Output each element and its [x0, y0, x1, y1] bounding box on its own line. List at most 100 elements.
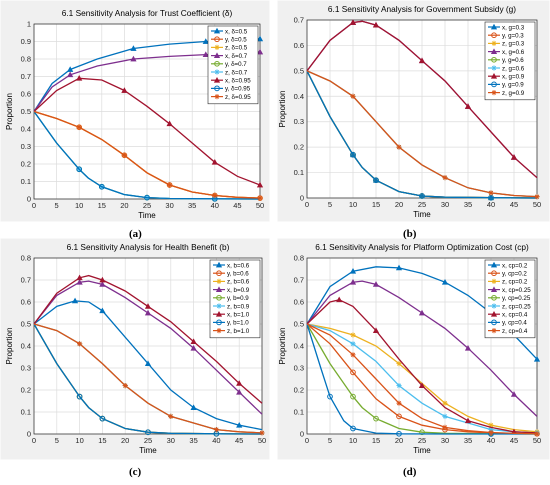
y-tick-label: 0.1: [21, 408, 31, 417]
x-tick-label: 35: [188, 201, 196, 210]
y-tick-label: 0.6: [21, 90, 31, 99]
legend-swatch-marker-stroke: [491, 303, 497, 309]
series-marker-8-stroke: [534, 431, 540, 437]
y-tick-label: 0.6: [294, 41, 304, 50]
x-tick-label: 10: [349, 200, 357, 209]
legend-entry-label: z, cp=0.25: [502, 303, 531, 310]
series-marker-1: [396, 413, 402, 420]
series-marker-6: [76, 75, 83, 81]
x-tick-label: 40: [487, 436, 495, 445]
series-marker-8-stroke: [76, 124, 82, 130]
x-tick-label: 10: [75, 201, 83, 210]
legend-swatch-marker: [213, 52, 221, 58]
series-marker-3: [464, 344, 472, 351]
series-marker-6: [190, 338, 197, 344]
series-marker-8-stroke: [534, 194, 540, 200]
legend-entry-label: x, δ=0.5: [225, 28, 248, 35]
series-marker-7: [144, 194, 150, 201]
series-marker-6: [372, 327, 380, 333]
series-marker-6: [418, 57, 426, 64]
series-marker-8: [259, 430, 265, 436]
y-tick-label: 0.1: [21, 177, 31, 186]
legend-entry-label: z, δ=0.5: [225, 45, 248, 52]
legend-swatch-marker: [214, 36, 220, 43]
series-marker-2-stroke: [442, 400, 448, 406]
legend-swatch-marker: [214, 94, 220, 100]
panel-label-c: (c): [129, 466, 142, 478]
series-marker-7: [76, 166, 83, 173]
y-tick-label: 0: [27, 195, 31, 204]
series-marker-8-stroke: [350, 93, 356, 99]
x-tick-label: 0: [32, 201, 36, 210]
series-marker-2-stroke: [350, 332, 356, 338]
series-marker-2: [488, 422, 494, 428]
series-marker-0: [190, 404, 197, 410]
series-marker-5-stroke: [396, 383, 402, 389]
y-axis-label: Proportion: [5, 93, 14, 130]
legend-swatch-marker: [214, 60, 220, 67]
series-marker-8: [396, 400, 402, 406]
legend-swatch-marker-stroke: [216, 328, 222, 334]
series-marker-3: [236, 388, 243, 395]
y-tick-label: 0.7: [294, 16, 304, 25]
series-line-8: [33, 323, 263, 434]
series-marker-7: [98, 183, 105, 190]
series-marker-0: [349, 267, 357, 274]
legend-swatch-marker: [216, 328, 222, 334]
x-tick-label: 45: [233, 201, 241, 210]
series-marker-8-stroke: [396, 400, 402, 406]
series-marker-1: [350, 369, 356, 376]
series-marker-6: [349, 19, 357, 25]
legend-swatch-marker-stroke: [216, 303, 222, 309]
legend-swatch-marker: [216, 294, 222, 301]
x-tick-label: 40: [487, 200, 495, 209]
series-marker-3: [256, 48, 264, 55]
legend-entry-label: z, g=0.6: [502, 65, 525, 72]
chart-panel-0: 0 5 10 15 20 25 30 35 40 45 50 0 0.1 0.2 0.3 0.4 0.5 0.6 0…: [0, 0, 270, 222]
legend-swatch-marker-stroke: [491, 90, 497, 96]
series-marker-6: [372, 21, 380, 28]
series-marker-2-stroke: [488, 422, 494, 428]
legend-swatch-marker: [490, 48, 498, 54]
series-marker-8: [350, 93, 356, 99]
legend-entry-label: z, g=0.3: [502, 41, 525, 48]
y-tick-label: 0.2: [294, 386, 304, 395]
series-marker-8: [442, 424, 448, 430]
series-marker-8-stroke: [167, 182, 173, 188]
y-tick-label: 0.8: [294, 254, 304, 263]
x-axis-label: Time: [413, 446, 431, 455]
series-marker-8-stroke: [350, 352, 356, 358]
x-tick-label: 20: [395, 436, 403, 445]
legend-swatch-marker-stroke: [491, 40, 497, 46]
legend-swatch-marker: [491, 303, 497, 309]
series-marker-8: [442, 175, 448, 181]
series-line-6: [33, 77, 261, 186]
series-marker-3: [202, 51, 209, 58]
series-marker-6: [464, 103, 472, 109]
legend-entry-label: z, b=0.6: [227, 279, 250, 286]
chart-panel-2: 0 5 10 15 20 25 30 35 40 45 50 0 0.1 0.2 0.3 0.4 0.5 0.6 0…: [0, 238, 270, 460]
legend-swatch-marker: [491, 90, 497, 96]
y-tick-label: 0: [27, 430, 31, 439]
series-marker-8: [257, 195, 263, 201]
legend-swatch-marker: [491, 40, 497, 46]
legend-swatch-marker: [490, 23, 498, 30]
x-tick-label: 25: [143, 201, 151, 210]
y-tick-label: 1: [27, 20, 31, 29]
y-tick-label: 0.2: [21, 386, 31, 395]
x-tick-label: 20: [120, 201, 128, 210]
series-line-3: [306, 280, 538, 417]
legend-swatch-marker: [491, 328, 497, 334]
chart-title: 6.1 Sensitivity Analysis for Platform Op…: [315, 242, 529, 252]
x-tick-label: 25: [144, 436, 152, 445]
x-tick-label: 30: [165, 201, 173, 210]
x-tick-label: 20: [395, 200, 403, 209]
series-marker-7: [350, 151, 356, 158]
y-tick-label: 0.4: [21, 125, 31, 134]
legend-swatch-marker: [214, 85, 220, 92]
y-tick-label: 0.7: [21, 72, 31, 81]
series-marker-0: [533, 355, 541, 362]
series-marker-4: [350, 393, 356, 400]
series-marker-3: [190, 344, 197, 351]
legend-swatch-marker: [491, 270, 497, 277]
